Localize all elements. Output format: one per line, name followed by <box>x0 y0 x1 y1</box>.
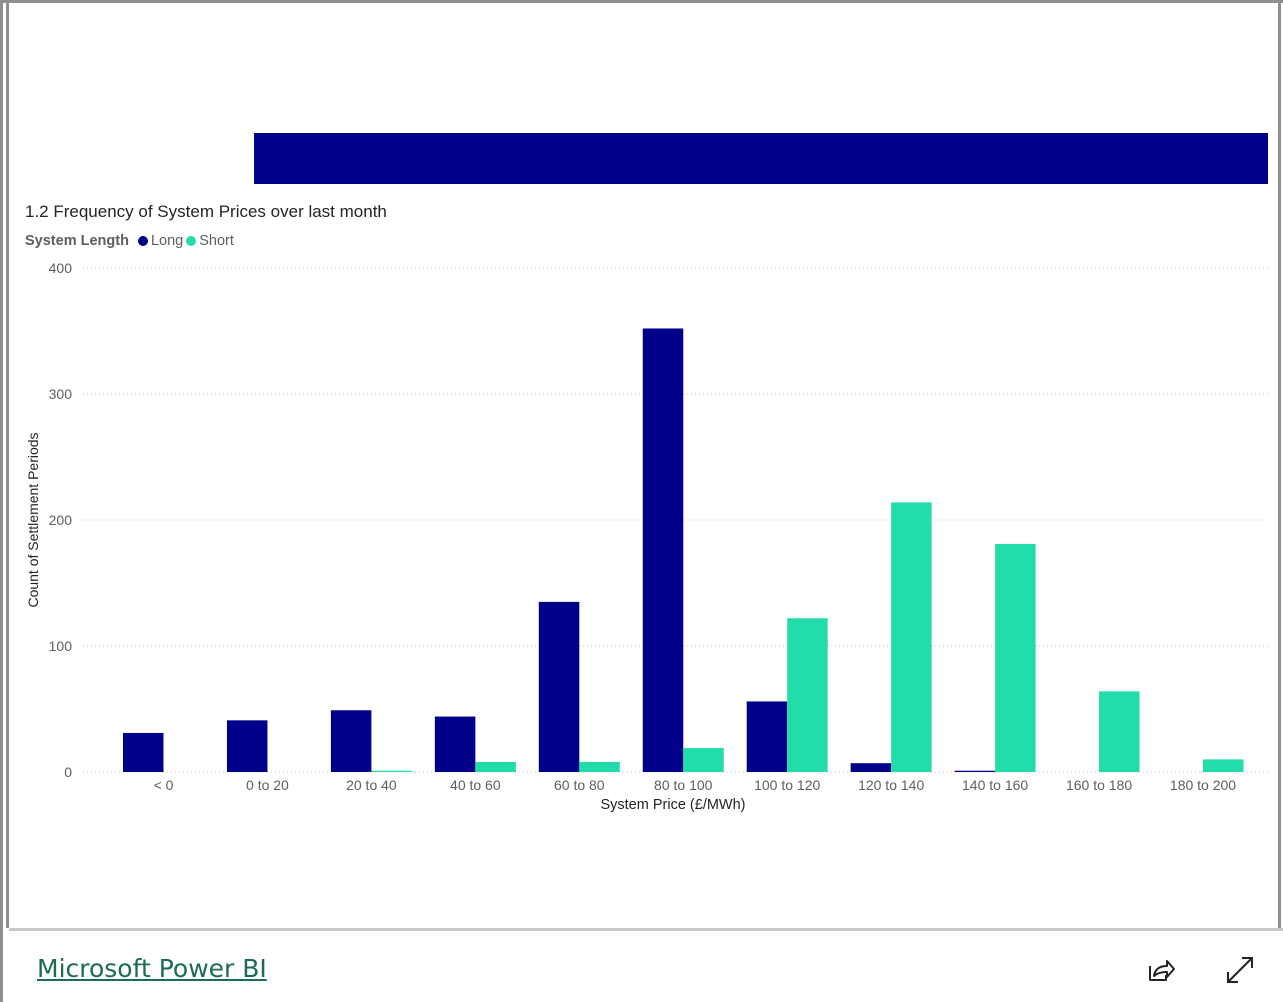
bars <box>123 328 1244 772</box>
x-tick-label: 160 to 180 <box>1066 777 1132 793</box>
bar-short[interactable] <box>475 761 516 772</box>
legend-item-long[interactable]: Long <box>137 233 184 249</box>
bar-short[interactable] <box>1099 691 1140 772</box>
bar-long[interactable] <box>330 710 372 772</box>
expand-icon[interactable] <box>1224 954 1256 986</box>
chart-legend: System Length Long Short <box>25 233 237 249</box>
x-tick-label: < 0 <box>154 777 174 793</box>
bar-long[interactable] <box>434 716 476 772</box>
x-tick-label: 40 to 60 <box>450 777 501 793</box>
header-banner <box>254 133 1268 184</box>
x-tick-label: 80 to 100 <box>654 777 713 793</box>
bar-long[interactable] <box>642 328 684 772</box>
x-tick-label: 100 to 120 <box>754 777 820 793</box>
bar-short[interactable] <box>787 618 828 772</box>
bar-long[interactable] <box>123 732 164 772</box>
legend-label-long: Long <box>150 233 184 249</box>
x-axis-title: System Price (£/MWh) <box>600 797 745 813</box>
x-tick-label: 180 to 200 <box>1170 777 1236 793</box>
legend-dot-long <box>137 236 148 246</box>
bar-short[interactable] <box>683 748 724 772</box>
chart-title: 1.2 Frequency of System Prices over last… <box>25 202 387 221</box>
column-chart: 0 100 200 300 400 < 0 0 to 20 20 to 40 40 to 60 6… <box>25 260 1268 813</box>
footer-divider <box>9 928 1283 931</box>
y-tick-label: 400 <box>49 260 73 276</box>
legend-title: System Length <box>25 233 129 249</box>
share-icon[interactable] <box>1144 954 1176 986</box>
y-tick-label: 100 <box>49 638 73 654</box>
power-bi-link[interactable]: Microsoft Power BI <box>37 954 267 983</box>
x-tick-label: 20 to 40 <box>346 777 397 793</box>
bar-long[interactable] <box>850 763 892 772</box>
y-tick-label: 0 <box>64 764 72 780</box>
bar-short[interactable] <box>891 502 932 772</box>
x-tick-label: 0 to 20 <box>246 777 289 793</box>
x-tick-label: 140 to 160 <box>962 777 1028 793</box>
axis-labels: 0 100 200 300 400 < 0 0 to 20 20 to 40 40 to 60 6… <box>49 260 1237 793</box>
legend-item-short[interactable]: Short <box>186 233 234 249</box>
y-axis-title: Count of Settlement Periods <box>25 432 41 607</box>
bar-short[interactable] <box>1203 759 1244 772</box>
bar-short[interactable] <box>371 770 412 772</box>
bar-long[interactable] <box>538 601 580 772</box>
bar-short[interactable] <box>579 761 620 772</box>
frame-right-border <box>1278 0 1281 928</box>
frame-left-inner-border <box>6 3 9 928</box>
y-tick-label: 300 <box>49 386 73 402</box>
bar-long[interactable] <box>954 770 996 772</box>
bar-long[interactable] <box>746 701 788 772</box>
legend-dot-short <box>186 236 197 246</box>
bar-long[interactable] <box>226 720 268 772</box>
x-tick-label: 120 to 140 <box>858 777 924 793</box>
x-tick-label: 60 to 80 <box>554 777 605 793</box>
y-tick-label: 200 <box>49 512 73 528</box>
legend-label-short: Short <box>199 233 234 249</box>
bar-short[interactable] <box>995 543 1036 772</box>
